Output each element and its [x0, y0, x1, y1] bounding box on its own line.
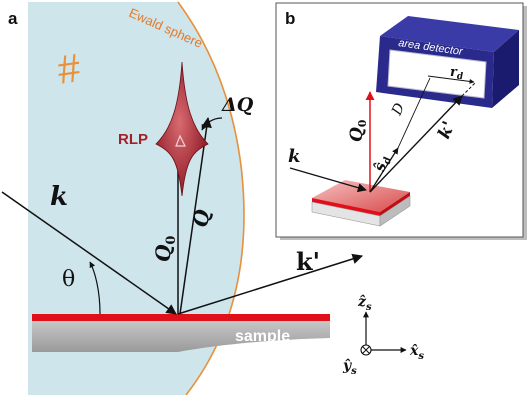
- k-vector: [1, 191, 177, 315]
- q-label: Q: [188, 208, 214, 229]
- b-d-label: D: [389, 101, 409, 119]
- sample-body: [32, 320, 330, 352]
- sample-label: sample: [235, 328, 290, 345]
- k-prime-label: k': [296, 247, 320, 276]
- q0-subscript: 0: [164, 236, 179, 245]
- b-d-line: [397, 77, 431, 149]
- b-sample-red-front: [312, 198, 380, 216]
- axis-y-subscript: s: [351, 366, 357, 377]
- b-k-vector: [289, 167, 367, 193]
- axis-z-label: ẑs: [357, 294, 372, 313]
- b-sd-vector: [369, 147, 399, 193]
- q0-label: Q0: [151, 236, 179, 262]
- rd-label: rd: [450, 65, 464, 82]
- detector-side: [492, 30, 519, 108]
- b-sample-gray-side: [379, 195, 411, 227]
- b-q0-label: Q0: [347, 119, 369, 142]
- axis-y-cross-b: [362, 346, 370, 354]
- b-sd-label: ŝd: [370, 154, 394, 173]
- panel-a-label: a: [8, 9, 18, 28]
- b-sample-red-side: [380, 192, 410, 216]
- detector-screen: [387, 49, 487, 99]
- k-prime-vector: [177, 253, 364, 315]
- axis-y-label: ŷs: [342, 357, 357, 377]
- rlp-center-triangle: [175, 134, 186, 147]
- b-q0-subscript: 0: [356, 119, 369, 127]
- axis-x-label: x̂s: [409, 343, 424, 362]
- detector-top: [380, 16, 519, 52]
- b-k-prime-dashed: [461, 81, 477, 97]
- axis-z-subscript: s: [366, 302, 372, 313]
- theta-arc: [89, 261, 101, 315]
- sample-surface: [32, 314, 330, 321]
- ewald-sphere: [28, 2, 244, 395]
- b-sd-subscript: d: [382, 156, 394, 165]
- rlp-label: RLP: [118, 131, 148, 148]
- delta-q-arrow: [201, 117, 223, 131]
- rlp-shape: [155, 61, 209, 197]
- rd-vector: [427, 75, 475, 84]
- rd-subscript: d: [457, 72, 464, 82]
- panel-b-label: b: [285, 9, 295, 28]
- b-k-label: k: [288, 146, 300, 167]
- b-k-prime-label: k': [434, 118, 459, 142]
- delta-q-label: ΔQ: [221, 94, 254, 116]
- axis-x-subscript: s: [418, 351, 424, 362]
- b-k-prime-vector: [369, 95, 463, 193]
- b-sample-top: [312, 180, 410, 212]
- k-label: k: [50, 182, 68, 212]
- theta-label: θ: [62, 267, 75, 292]
- q-vector: [179, 116, 212, 315]
